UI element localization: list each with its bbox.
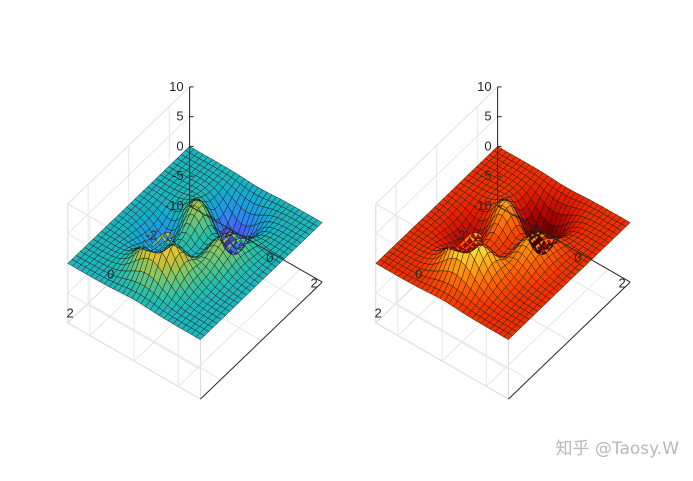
surface-mesh (67, 146, 323, 340)
x-tick-label: 0 (266, 250, 273, 265)
z-tick-label: 5 (176, 109, 183, 124)
z-tick-label: 10 (477, 79, 491, 94)
y-axis-line (508, 281, 631, 400)
z-tick-label: -5 (480, 168, 492, 183)
surface-facet (313, 219, 323, 227)
watermark-text: 知乎 @Taosy.W (555, 439, 680, 459)
x-tick-label: -2 (528, 225, 540, 240)
surface-plot-hot: 10 5 0 -5 -10 2 0 -2 -2 0 2 (374, 79, 631, 400)
z-tick-label: -10 (165, 198, 184, 213)
surface-plot-parula: 10 5 0 -5 -10 2 0 -2 -2 0 2 (66, 79, 323, 400)
x-axis-line (189, 205, 323, 283)
x-tick-label: 2 (310, 275, 317, 290)
y-axis-line (200, 281, 323, 400)
x-tick-label: 0 (574, 250, 581, 265)
y-tick-label: 2 (66, 305, 73, 320)
tick-labels: 10 5 0 -5 -10 2 0 -2 -2 0 2 (66, 79, 317, 320)
y-tick-label: 0 (415, 266, 422, 281)
x-axis-line (497, 205, 631, 283)
x-tick-label: -2 (220, 225, 232, 240)
surface-facet (621, 219, 631, 227)
z-tick-label: 0 (484, 138, 491, 153)
z-tick-label: 0 (176, 138, 183, 153)
y-tick-label: 0 (107, 266, 114, 281)
y-tick-label: -2 (454, 227, 466, 242)
z-tick-label: -10 (473, 198, 492, 213)
z-tick-label: -5 (172, 168, 184, 183)
tick-labels: 10 5 0 -5 -10 2 0 -2 -2 0 2 (374, 79, 625, 320)
z-tick-label: 10 (169, 79, 183, 94)
y-tick-label: 2 (374, 305, 381, 320)
z-tick-label: 5 (484, 109, 491, 124)
x-tick-label: 2 (618, 275, 625, 290)
surface-mesh (375, 146, 631, 340)
y-tick-label: -2 (146, 227, 158, 242)
